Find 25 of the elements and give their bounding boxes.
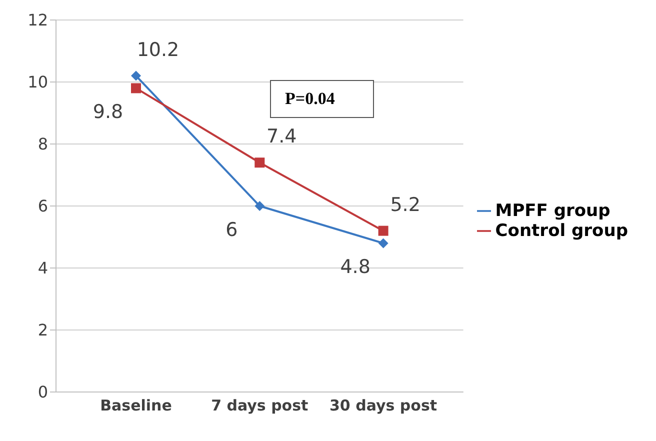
x-tick-label: Baseline	[100, 396, 172, 415]
data-label: 10.2	[136, 38, 180, 61]
legend-label: Control group	[495, 220, 628, 240]
point	[254, 201, 265, 211]
x-tick-label: 30 days post	[330, 396, 438, 415]
point	[131, 70, 141, 81]
y-tick-label: 2	[38, 320, 48, 340]
legend-label: MPFF group	[495, 200, 610, 220]
data-label: 4.8	[340, 256, 370, 278]
data-label: 9.8	[92, 101, 124, 124]
y-tick-label: 4	[38, 258, 48, 278]
data-label: 6	[226, 219, 238, 241]
point	[378, 226, 388, 236]
y-tick-label: 12	[28, 10, 48, 30]
y-tick-label: 0	[38, 382, 48, 402]
y-tick-label: 10	[28, 72, 48, 92]
point	[131, 83, 141, 94]
x-tick-label: 7 days post	[211, 396, 308, 415]
annotation: P=0.04	[270, 80, 374, 118]
point	[378, 238, 388, 248]
data-label: 5.2	[390, 194, 420, 216]
data-label: 7.4	[266, 126, 297, 148]
y-tick-label: 6	[38, 196, 48, 216]
point	[254, 158, 265, 168]
y-tick-label: 8	[38, 134, 48, 154]
